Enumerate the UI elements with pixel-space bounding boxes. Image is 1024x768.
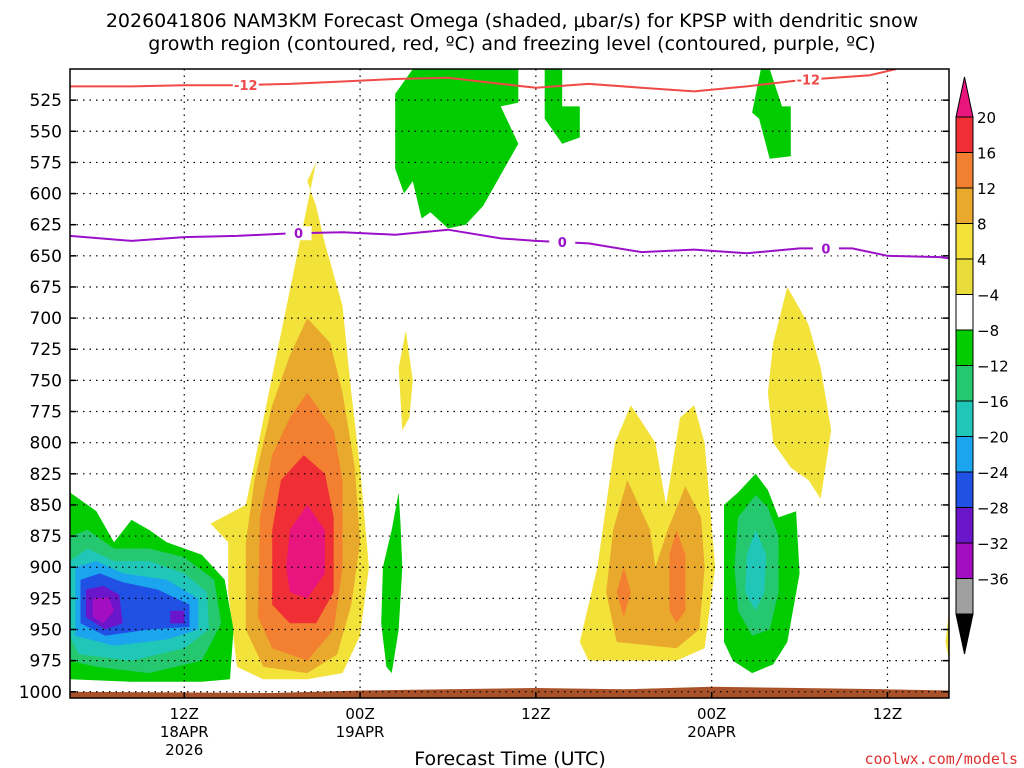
omega-region-violet-left (92, 597, 114, 624)
y-tick-label: 675 (30, 278, 62, 298)
colorbar-label: −24 (977, 464, 1009, 482)
contour-label: 0 (558, 236, 567, 251)
colorbar-label: −16 (977, 393, 1009, 411)
omega-region-upper-green-a (395, 69, 519, 229)
colorbar-label: 4 (977, 251, 987, 269)
omega-region-yellow-mid-a (398, 330, 413, 431)
y-axis: 525 550 575 600 625 650 675 700 725 750 775 800 825 8… (19, 91, 949, 703)
colorbar-label: −28 (977, 500, 1009, 518)
contour-label-bg (232, 77, 259, 92)
contour-label: 0 (294, 227, 303, 242)
plot-frame (69, 68, 950, 699)
colorbar-swatch (955, 187, 974, 224)
omega-region-yellow-c (767, 287, 832, 499)
colorbar-swatch (955, 542, 974, 579)
contour-label-bg (549, 235, 576, 250)
colorbar-swatch (955, 329, 974, 366)
x-tick-label: 2026 (165, 741, 203, 759)
colorbar-swatch (955, 365, 974, 402)
colorbar-swatch (955, 152, 974, 189)
omega-shaded-regions (70, 69, 949, 698)
colorbar-label: −4 (977, 287, 999, 305)
x-tick-label: 19APR (336, 723, 385, 741)
y-tick-label: 975 (30, 652, 62, 672)
colorbar-label: −20 (977, 429, 1009, 447)
y-tick-label: 700 (30, 309, 62, 329)
colorbar-label: 20 (977, 109, 996, 127)
y-tick-label: 850 (30, 496, 62, 516)
y-tick-label: 925 (30, 589, 62, 609)
colorbar-label: −32 (977, 535, 1009, 553)
y-tick-label: 600 (30, 185, 62, 205)
colorbar-swatch (955, 436, 974, 473)
y-tick-label: 550 (30, 122, 62, 142)
omega-region-upper-green-b (544, 69, 580, 144)
colorbar-swatch (955, 400, 974, 437)
omega-region-yellow-d (945, 610, 949, 661)
y-tick-label: 750 (30, 371, 62, 391)
x-tick-label: 20APR (687, 723, 736, 741)
omega-colorbar: 20 16 12 8 4 −4 −8 −12 −16 −20 −24 −28 −32 −36 (955, 76, 1009, 655)
contour-label-bg (795, 72, 822, 87)
colorbar-swatch (955, 507, 974, 544)
colorbar-arrow-top (955, 76, 974, 118)
y-tick-label: 525 (30, 91, 62, 111)
colorbar-label: 16 (977, 145, 996, 163)
colorbar-label: −8 (977, 322, 999, 340)
y-tick-label: 725 (30, 340, 62, 360)
colorbar-label: −12 (977, 358, 1009, 376)
contour-label-bg (812, 241, 839, 256)
contour-label: -12 (797, 74, 821, 89)
colorbar-label: −36 (977, 571, 1009, 589)
colorbar-swatch (955, 258, 974, 295)
colorbar-swatch (955, 471, 974, 508)
x-tick-label: 12Z (170, 705, 199, 723)
x-tick-label: 00Z (697, 705, 726, 723)
credit-text: coolwx.com/models (864, 750, 1018, 768)
contour-label: -12 (234, 79, 258, 94)
y-tick-label: 825 (30, 465, 62, 485)
y-tick-label: 775 (30, 403, 62, 423)
colorbar-swatch (955, 116, 974, 153)
x-tick-label: 12Z (521, 705, 550, 723)
x-tick-label: 18APR (160, 723, 209, 741)
omega-region-green-mid-a (381, 492, 403, 674)
colorbar-swatch (955, 223, 974, 260)
omega-region-ground (70, 686, 949, 698)
colorbar-arrow-bottom (955, 613, 974, 655)
y-tick-label: 575 (30, 153, 62, 173)
contour-label: 0 (821, 242, 830, 257)
contour-freezing-level (70, 228, 949, 260)
colorbar-swatch (955, 294, 974, 331)
y-tick-label: 875 (30, 527, 62, 547)
gridlines (70, 69, 949, 698)
omega-region-purple-left-b (170, 610, 185, 624)
omega-region-orange-e (669, 529, 686, 624)
omega-region-teal-right (745, 529, 767, 611)
omega-region-orange-d (616, 567, 631, 617)
colorbar-label: 8 (977, 216, 987, 234)
x-tick-label: 12Z (873, 705, 902, 723)
omega-region-upper-green-c (752, 69, 791, 159)
y-tick-label: 650 (30, 247, 62, 267)
y-tick-label: 950 (30, 620, 62, 640)
y-tick-label: 1000 (19, 683, 62, 703)
colorbar-swatch (955, 578, 974, 615)
y-tick-label: 900 (30, 558, 62, 578)
y-tick-label: 625 (30, 216, 62, 236)
temperature-contours: -12 -12 0 0 0 (70, 69, 949, 260)
x-tick-label: 00Z (345, 705, 374, 723)
contour-label-bg (285, 226, 312, 241)
y-tick-label: 800 (30, 434, 62, 454)
chart-title-line1: 2026041806 NAM3KM Forecast Omega (shaded… (106, 10, 918, 32)
omega-region-magenta-a (286, 504, 325, 599)
x-axis-label: Forecast Time (UTC) (414, 748, 605, 768)
colorbar-label: 12 (977, 180, 996, 198)
chart-title-line2: growth region (contoured, red, ºC) and f… (148, 33, 875, 55)
